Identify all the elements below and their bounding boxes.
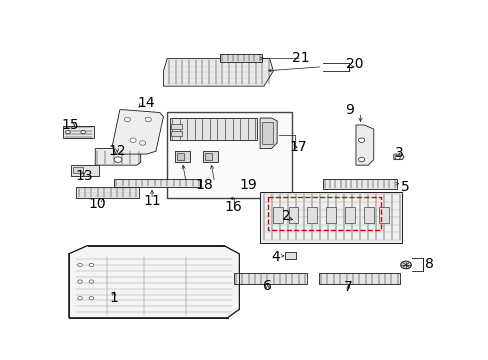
Bar	[70, 165, 99, 176]
Text: 18: 18	[195, 177, 213, 192]
Circle shape	[145, 117, 151, 122]
Text: 8: 8	[424, 257, 433, 271]
Text: 11: 11	[143, 194, 161, 208]
Circle shape	[130, 138, 136, 143]
Text: 2: 2	[282, 210, 290, 224]
Text: 19: 19	[239, 177, 257, 192]
Bar	[171, 123, 182, 129]
Bar	[260, 192, 401, 243]
Circle shape	[89, 297, 94, 300]
Text: 10: 10	[88, 197, 106, 211]
Text: 14: 14	[137, 96, 155, 110]
Polygon shape	[68, 246, 239, 318]
Circle shape	[358, 138, 364, 143]
Bar	[345, 207, 354, 223]
Text: 6: 6	[263, 279, 271, 293]
Polygon shape	[355, 125, 373, 165]
Bar	[114, 179, 201, 187]
Circle shape	[114, 157, 122, 162]
Text: 7: 7	[344, 280, 352, 294]
Text: 5: 5	[400, 180, 409, 194]
Circle shape	[81, 131, 85, 134]
Bar	[171, 131, 182, 136]
Polygon shape	[260, 118, 277, 149]
Bar	[326, 207, 335, 223]
Polygon shape	[112, 110, 163, 154]
Text: 16: 16	[224, 200, 242, 214]
Bar	[318, 273, 400, 284]
Circle shape	[78, 263, 82, 267]
Bar	[379, 207, 388, 223]
Circle shape	[89, 280, 94, 283]
Text: 12: 12	[108, 144, 126, 158]
Bar	[63, 126, 94, 138]
Bar	[203, 151, 218, 162]
Polygon shape	[163, 58, 273, 86]
Text: 3: 3	[394, 146, 403, 160]
Circle shape	[358, 157, 364, 162]
Bar	[176, 153, 183, 159]
Circle shape	[65, 131, 70, 134]
Bar	[76, 187, 139, 198]
Bar	[205, 153, 211, 159]
Text: 17: 17	[288, 140, 306, 154]
Text: 20: 20	[346, 57, 363, 71]
Bar	[364, 207, 373, 223]
Text: 9: 9	[344, 103, 353, 117]
Text: 1: 1	[109, 291, 119, 305]
Polygon shape	[393, 154, 403, 159]
Polygon shape	[95, 149, 141, 165]
Bar	[273, 207, 282, 223]
Circle shape	[78, 297, 82, 300]
Bar	[233, 273, 307, 284]
Bar	[262, 122, 273, 144]
Bar	[175, 151, 189, 162]
Bar	[322, 179, 396, 189]
Text: 15: 15	[61, 118, 79, 132]
Bar	[307, 207, 316, 223]
Circle shape	[89, 263, 94, 267]
Circle shape	[400, 261, 410, 269]
Text: 13: 13	[75, 169, 93, 183]
Bar	[288, 207, 297, 223]
Text: 21: 21	[292, 51, 309, 66]
Bar	[73, 167, 82, 174]
Circle shape	[78, 280, 82, 283]
Bar	[220, 54, 262, 62]
Bar	[284, 252, 296, 260]
Bar	[167, 112, 292, 198]
Bar	[170, 118, 257, 140]
Circle shape	[139, 141, 145, 145]
Circle shape	[394, 156, 400, 159]
Text: 4: 4	[270, 249, 279, 264]
Bar	[267, 197, 381, 230]
Circle shape	[124, 117, 130, 122]
